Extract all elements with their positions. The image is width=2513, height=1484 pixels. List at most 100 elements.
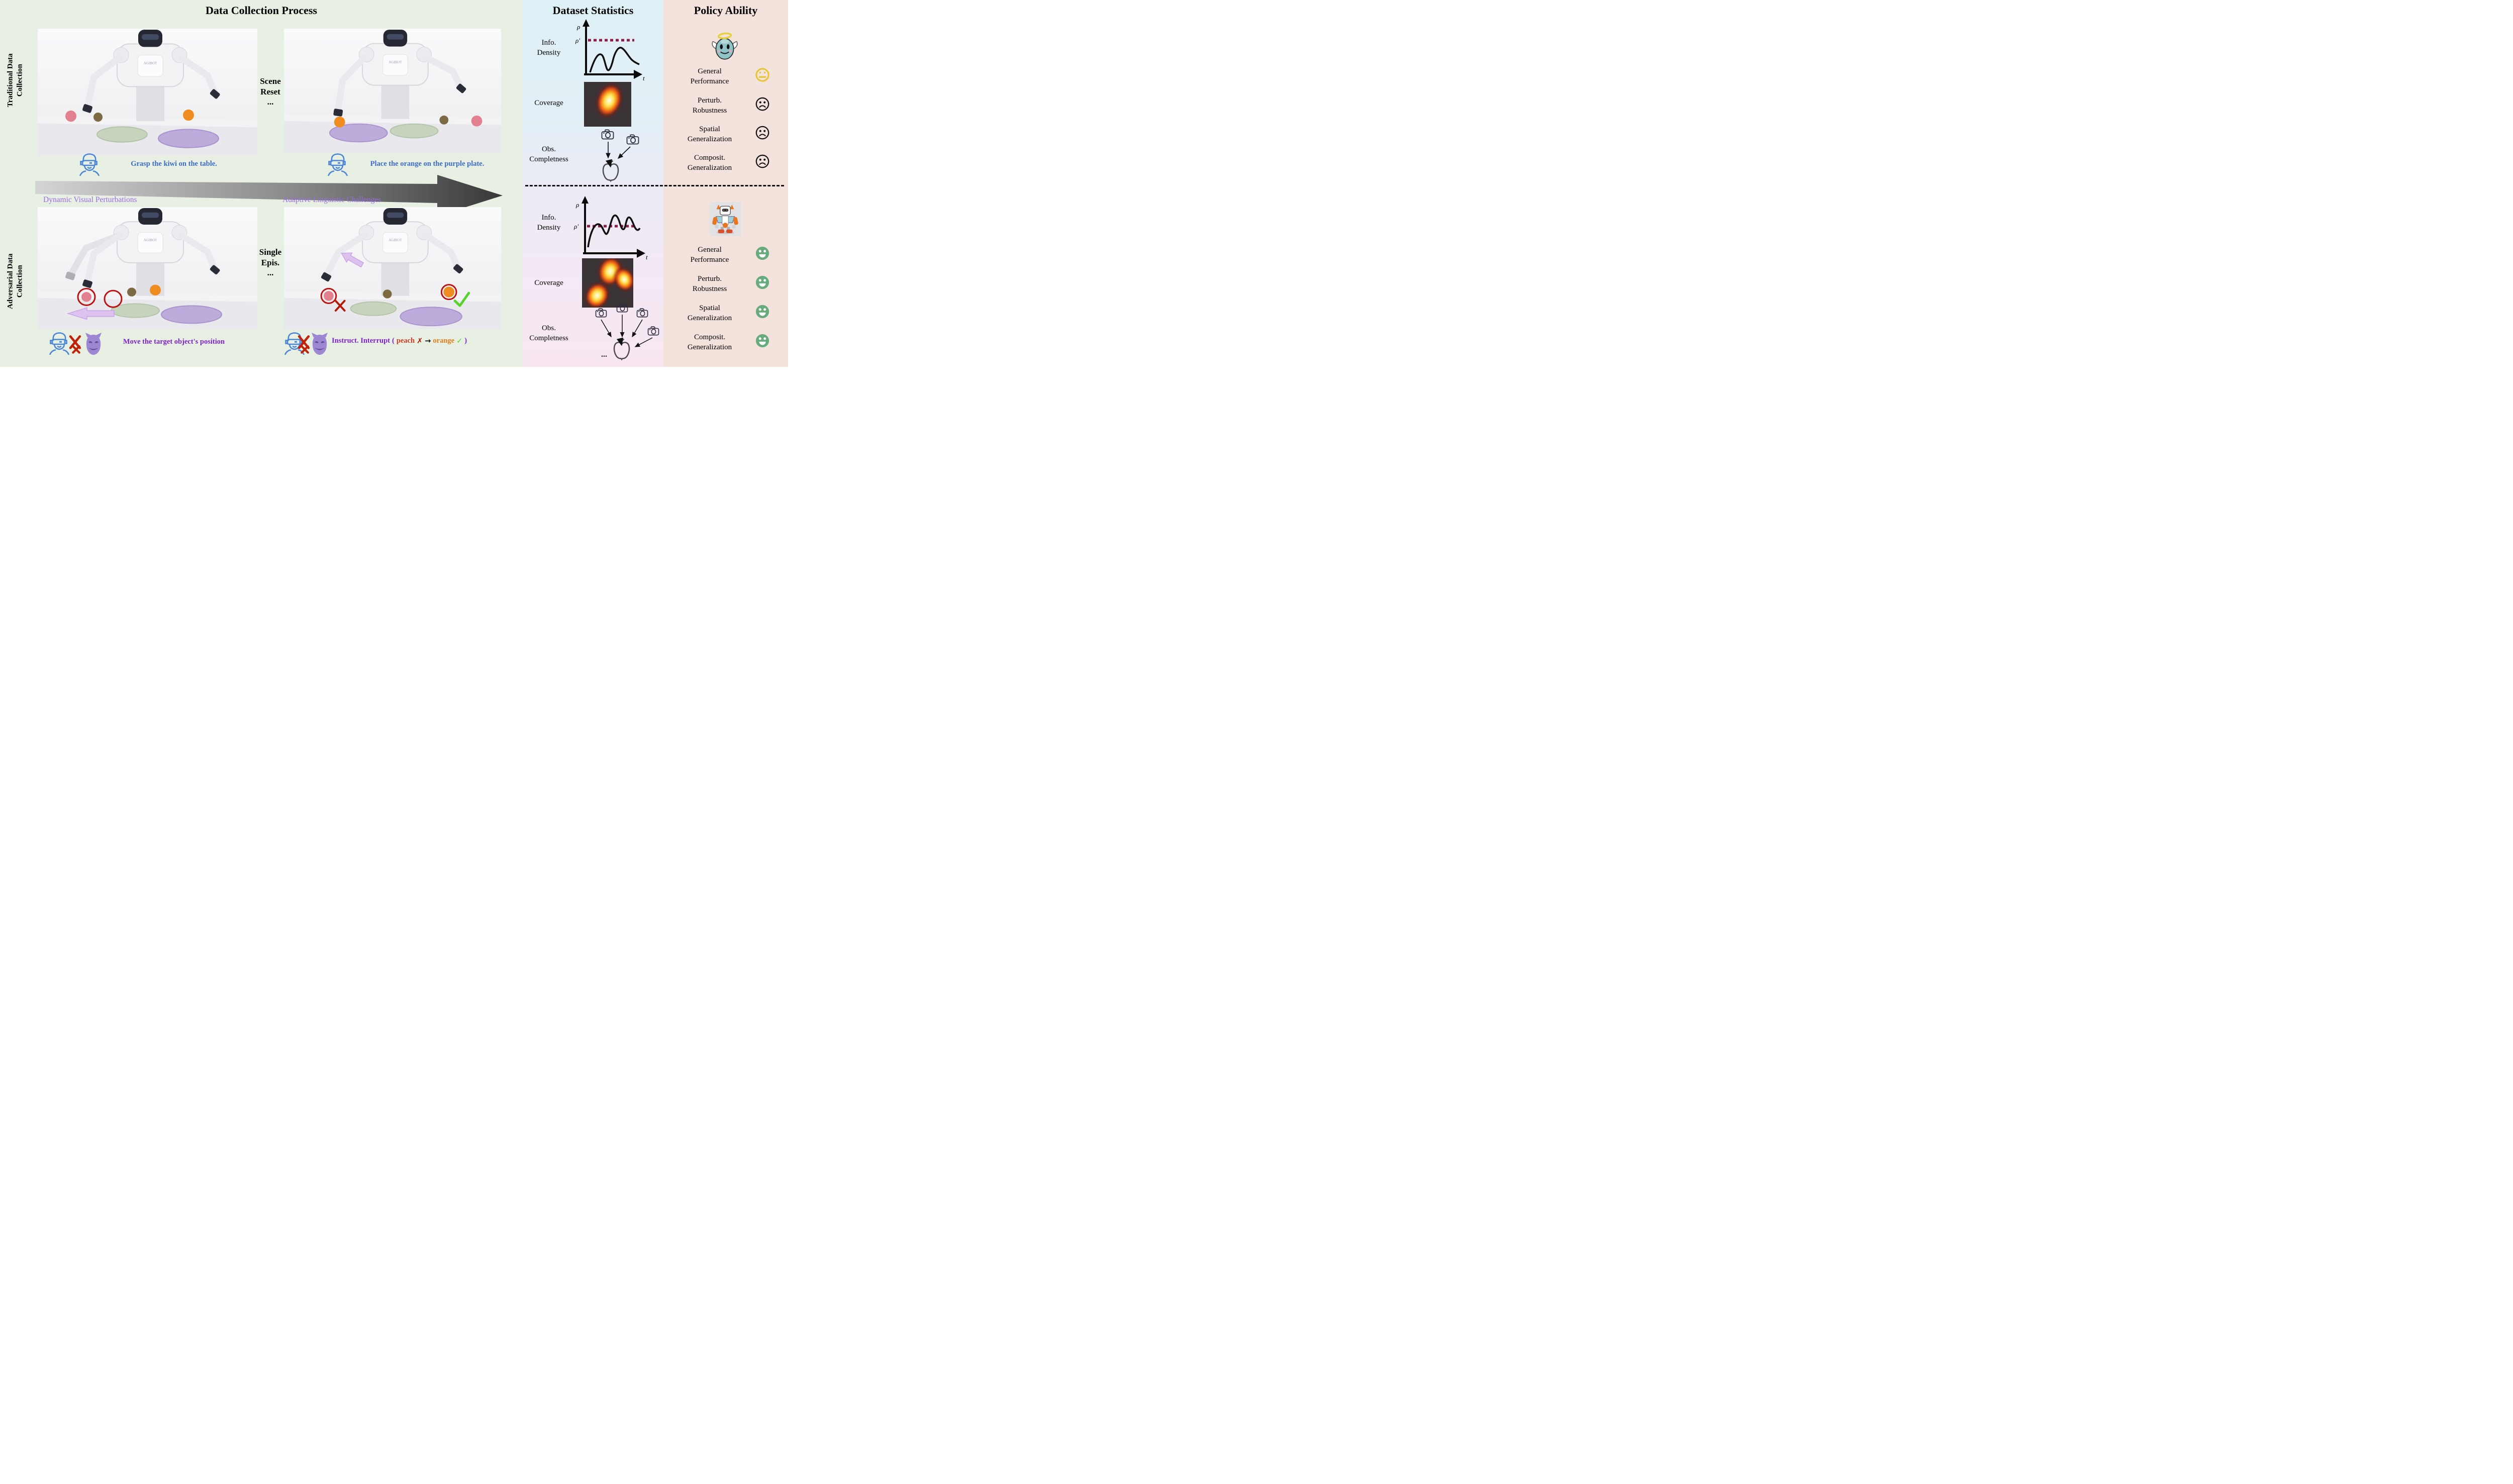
robot-humanoid: AGIBOT — [65, 208, 220, 296]
camera-icon — [636, 308, 648, 318]
orange — [150, 284, 161, 295]
visual-perturbations-title: Dynamic Visual Perturbations — [43, 195, 137, 204]
row-label-line1: Composit. — [694, 333, 726, 341]
caption-move-object: Move the target object's position — [123, 338, 225, 346]
happy-face-icon — [755, 305, 769, 319]
green-plate — [96, 126, 148, 143]
half-divider-dashed-line — [525, 185, 784, 186]
orange-marker-circle — [440, 284, 457, 301]
orange — [334, 116, 345, 128]
no-operator-cross-icon — [69, 335, 81, 354]
perturb-arrow — [341, 252, 364, 268]
info-density-label-top: Info. Density — [525, 38, 573, 58]
sad-face-icon — [755, 97, 769, 111]
photo-adversarial-linguistic: AGIBOT — [284, 207, 501, 329]
kiwi — [93, 112, 103, 122]
sad-face-icon — [755, 154, 769, 168]
policy-title: Policy Ability — [694, 4, 758, 17]
single-epis-line2: Epis. — [261, 257, 280, 267]
apple-outline-icon — [603, 161, 618, 181]
row-label-line2: Generalization — [687, 135, 732, 143]
angel-face-icon — [712, 32, 738, 60]
policy-row-general-top: General Performance — [671, 67, 748, 86]
row-label-line2: Robustness — [692, 284, 727, 293]
kiwi — [439, 115, 449, 125]
policy-row-spatial-top: Spatial Generalization — [671, 125, 748, 144]
obs-label-bottom: Obs. Completness — [525, 324, 573, 343]
happy-face-icon — [755, 334, 769, 348]
position-marker-circle — [104, 289, 123, 308]
paren-open: ( — [392, 337, 395, 345]
robot-brand-text: AGIBOT — [144, 61, 157, 65]
robot-humanoid: AGIBOT — [321, 208, 463, 296]
no-operator-cross-icon — [298, 335, 310, 354]
obs-completeness-traditional — [601, 129, 639, 184]
devil-emoji-icon — [312, 333, 328, 355]
green-check-mark — [453, 291, 470, 307]
obs-label-line2: Completness — [529, 334, 568, 342]
happy-face-icon — [755, 275, 769, 289]
red-cross-mark — [334, 300, 346, 312]
t-axis-label: t — [646, 253, 648, 261]
camera-icon — [647, 326, 659, 336]
devil-emoji-icon — [85, 333, 102, 355]
scene-reset-line1: Scene — [260, 76, 281, 86]
row-label-line1: Perturb. — [698, 96, 722, 105]
robot-humanoid: AGIBOT — [333, 29, 466, 119]
traditional-row-label: Traditional Data Collection — [6, 39, 25, 122]
linguistic-challenges-title: Adaptive Linguistic Challenges — [282, 195, 381, 204]
kiwi — [382, 289, 392, 299]
orange — [183, 109, 194, 121]
camera-icon — [616, 303, 628, 313]
info-label-line1: Info. — [541, 39, 556, 47]
vr-operator-icon — [328, 153, 348, 176]
check-glyph: ✓ — [456, 337, 463, 345]
info-density-label-bottom: Info. Density — [525, 213, 573, 233]
adversarial-row-label: Adversarial Data Collection — [6, 240, 25, 323]
peach — [65, 110, 76, 122]
apple-outline-icon — [614, 339, 629, 359]
photo-adversarial-visual: AGIBOT — [38, 207, 257, 329]
info-density-plot-adversarial: ρ ρ' t — [573, 196, 648, 261]
traditional-label-line1: Traditional Data — [6, 53, 15, 108]
peach — [324, 291, 334, 301]
obs-label-line1: Obs. — [542, 324, 556, 332]
rho-axis-label: ρ — [576, 23, 580, 31]
peach — [81, 292, 91, 302]
panel-dataset-statistics: Dataset Statistics Info. Density ρ ρ' t … — [523, 0, 663, 367]
info-label-line2: Density — [537, 223, 561, 232]
adversarial-label-line2: Collection — [16, 265, 24, 298]
t-axis-label: t — [643, 74, 645, 81]
policy-row-composit-bottom: Composit. Generalization — [671, 333, 748, 352]
vr-operator-icon — [79, 153, 100, 176]
purple-plate — [329, 123, 388, 143]
scene-reset-line2: Reset — [260, 86, 280, 96]
purple-plate — [158, 129, 219, 148]
caption-instruction-interrupt: Instruct. Interrupt ( peach ✗ → orange ✓… — [332, 337, 467, 345]
single-epis-line1: Single — [259, 247, 282, 257]
row-label-line2: Performance — [690, 77, 729, 85]
rho-axis-label: ρ — [575, 201, 579, 209]
density-curve — [587, 214, 641, 248]
rho-threshold-label: ρ' — [575, 37, 580, 44]
orange — [443, 286, 455, 298]
arrow-glyph: → — [425, 337, 431, 345]
single-epis-ellipsis: ... — [267, 268, 274, 278]
row-label-line2: Generalization — [687, 343, 732, 351]
obs-label-line1: Obs. — [542, 145, 556, 153]
policy-row-composit-top: Composit. Generalization — [671, 153, 748, 173]
purple-plate — [400, 307, 462, 327]
vr-operator-icon — [49, 332, 69, 355]
row-label-line1: General — [698, 67, 722, 75]
sad-face-icon — [755, 126, 769, 140]
photo-traditional-place: AGIBOT — [284, 29, 501, 153]
row-label-line1: Perturb. — [698, 275, 722, 283]
single-episode-label: Single Epis. ... — [257, 247, 283, 278]
kiwi — [127, 287, 136, 296]
policy-row-general-bottom: General Performance — [671, 245, 748, 265]
camera-icon — [595, 308, 607, 318]
wrong-object-word: peach — [396, 337, 415, 345]
green-plate — [350, 301, 397, 316]
row-label-line1: Spatial — [699, 125, 720, 133]
policy-row-perturb-bottom: Perturb. Robustness — [671, 274, 748, 294]
